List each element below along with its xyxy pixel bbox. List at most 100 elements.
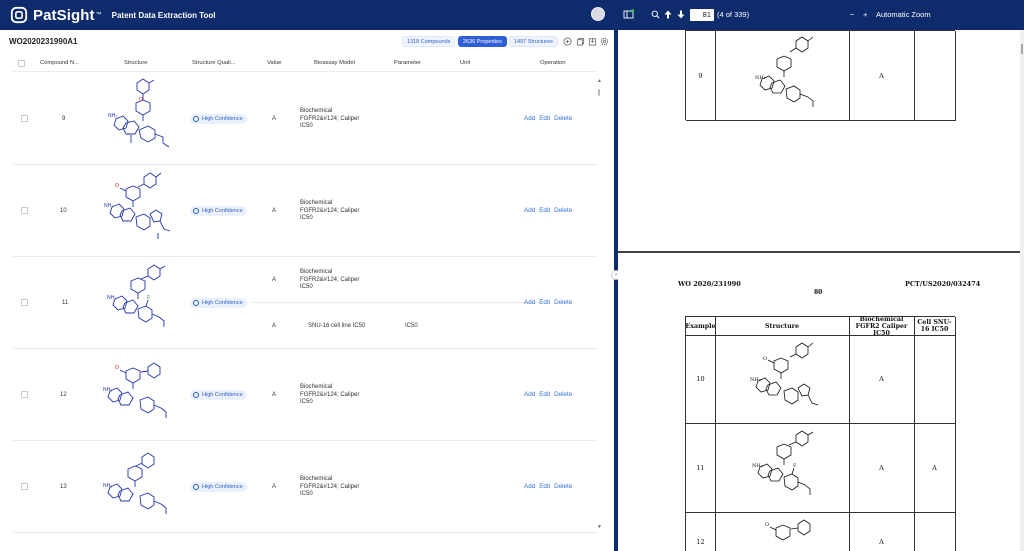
add-button[interactable]: Add: [524, 391, 536, 398]
export-icon[interactable]: [588, 37, 597, 46]
svg-text:NH₂: NH₂: [104, 203, 113, 209]
table-row: 12 NH₂ O High Confidence A Biochemical F…: [13, 349, 597, 441]
row-checkbox[interactable]: [21, 483, 28, 490]
previous-page-icon[interactable]: [664, 10, 672, 19]
svg-text:O: O: [115, 183, 119, 189]
edit-button[interactable]: Edit: [539, 115, 551, 122]
table-row: 10 NH₂ O High Confidence A Biochemical F…: [13, 165, 597, 257]
confidence-check-icon: [193, 300, 199, 306]
sidebar-toggle-icon[interactable]: [623, 9, 634, 20]
document-bar: WO2020231990A1 1318 Compounds 2636 Prope…: [0, 30, 614, 53]
row-checkbox[interactable]: [21, 391, 28, 398]
page-separator: [618, 251, 1020, 253]
row-checkbox[interactable]: [21, 115, 28, 122]
bioassay-model: SNU-16 cell line IC50: [308, 323, 366, 329]
pdf-biochem-cell: A: [849, 335, 915, 424]
structure-thumbnail[interactable]: NH₂ O: [98, 167, 178, 255]
structure-thumbnail[interactable]: NH₂: [98, 443, 178, 531]
page-number-input[interactable]: 81: [690, 9, 714, 21]
zoom-out-button[interactable]: −: [850, 10, 855, 19]
compounds-pill[interactable]: 1318 Compounds: [402, 36, 456, 47]
scroll-down-icon[interactable]: ▼: [597, 524, 602, 530]
property-value: A: [272, 277, 277, 283]
pdf-cell-cell: [914, 335, 956, 424]
col-structure[interactable]: Structure: [124, 60, 148, 66]
delete-button[interactable]: Delete: [554, 299, 573, 306]
col-unit[interactable]: Unit: [460, 60, 471, 66]
zoom-select[interactable]: Automatic Zoom: [876, 10, 931, 19]
col-bioassay-model[interactable]: Bioassay Model: [314, 60, 355, 66]
pdf-structure-cell: NH₂ F: [715, 423, 850, 513]
scroll-up-icon[interactable]: ▲: [597, 78, 602, 84]
properties-table: Compound N... Structure Structure Quali.…: [13, 56, 597, 550]
next-page-icon[interactable]: [677, 10, 685, 19]
zoom-in-button[interactable]: +: [863, 10, 868, 19]
pdf-table-top: 9 NH₂ A: [685, 30, 956, 121]
pdf-structure-drawing: NH₂ F: [752, 430, 814, 495]
pdf-cell-cell: [914, 31, 956, 121]
compound-number: 10: [60, 208, 67, 214]
confidence-badge: High Confidence: [190, 390, 247, 400]
property-value: A: [272, 208, 277, 214]
pdf-biochem-cell: A: [849, 512, 915, 551]
delete-button[interactable]: Delete: [554, 483, 573, 490]
col-value[interactable]: Value: [267, 60, 282, 66]
structures-pill[interactable]: 1497 Structures: [509, 36, 558, 47]
pdf-structure-drawing: O: [765, 519, 811, 541]
svg-text:O: O: [763, 356, 767, 362]
pdf-structure-drawing: NH₂ O: [750, 342, 819, 406]
pdf-table: Example Structure Biochemical FGFR2 Cali…: [685, 316, 956, 551]
table-scrollbar[interactable]: [597, 107, 601, 551]
pdf-scrollbar[interactable]: [1020, 30, 1024, 551]
col-structure-quality[interactable]: Structure Quali...: [192, 60, 236, 66]
structure-thumbnail[interactable]: NH₂ O: [98, 75, 178, 163]
pdf-page-area: 9 NH₂ A WO 2020/231990 PCT/US2020/032474…: [618, 30, 1020, 551]
add-button[interactable]: Add: [524, 115, 536, 122]
col-parameter[interactable]: Parameter: [394, 60, 422, 66]
settings-gear-icon[interactable]: [600, 37, 609, 46]
structure-thumbnail[interactable]: NH₂ O: [98, 351, 178, 439]
structure-thumbnail[interactable]: NH₂ F: [98, 259, 178, 347]
add-circle-icon[interactable]: [563, 37, 572, 46]
col-compound-number[interactable]: Compound N...: [40, 60, 79, 66]
add-button[interactable]: Add: [524, 483, 536, 490]
select-all-checkbox[interactable]: [18, 60, 25, 67]
row-operations: Add Edit Delete: [524, 207, 576, 214]
pdf-example-cell: 12: [686, 512, 716, 551]
add-button[interactable]: Add: [524, 299, 536, 306]
delete-button[interactable]: Delete: [554, 391, 573, 398]
svg-text:O: O: [139, 97, 143, 103]
pdf-cell-cell: A: [914, 423, 956, 513]
app-title: Patent Data Extraction Tool: [111, 10, 216, 20]
property-value: A: [272, 116, 277, 122]
row-checkbox[interactable]: [21, 299, 28, 306]
compound-number: 12: [60, 392, 67, 398]
edit-button[interactable]: Edit: [539, 483, 551, 490]
edit-button[interactable]: Edit: [539, 391, 551, 398]
table-row: 13 NH₂ High Confidence A Biochemical FGF…: [13, 441, 597, 533]
brand-logo[interactable]: PatSight ™: [10, 6, 102, 24]
app-header: PatSight ™ Patent Data Extraction Tool: [0, 0, 614, 30]
confidence-label: High Confidence: [202, 116, 243, 122]
pdf-viewer: 81 (4 of 339) − + Automatic Zoom 9 NH₂: [618, 0, 1024, 551]
search-icon[interactable]: [651, 10, 660, 19]
confidence-check-icon: [193, 116, 199, 122]
row-checkbox[interactable]: [21, 207, 28, 214]
entry-divider: [250, 302, 540, 303]
table-header: Compound N... Structure Structure Quali.…: [13, 56, 597, 72]
compound-number: 11: [62, 300, 69, 306]
add-button[interactable]: Add: [524, 207, 536, 214]
delete-button[interactable]: Delete: [554, 207, 573, 214]
table-scroll-thumb[interactable]: [598, 89, 600, 96]
patsight-logo-icon: [10, 6, 28, 24]
row-operations: Add Edit Delete: [524, 391, 576, 398]
properties-pill[interactable]: 2636 Properties: [458, 36, 507, 47]
pdf-toolbar: 81 (4 of 339) − + Automatic Zoom: [618, 0, 1024, 30]
copy-icon[interactable]: [576, 37, 585, 46]
pdf-scroll-thumb[interactable]: [1021, 44, 1023, 54]
delete-button[interactable]: Delete: [554, 115, 573, 122]
svg-text:NH₂: NH₂: [103, 387, 112, 393]
edit-button[interactable]: Edit: [539, 299, 551, 306]
user-avatar[interactable]: [591, 7, 605, 21]
edit-button[interactable]: Edit: [539, 207, 551, 214]
